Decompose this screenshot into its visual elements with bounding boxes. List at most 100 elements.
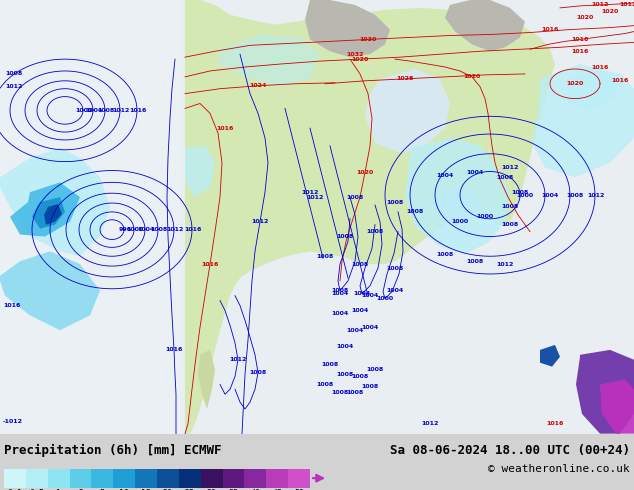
Text: 1008: 1008: [337, 372, 354, 377]
Text: Precipitation (6h) [mm] ECMWF: Precipitation (6h) [mm] ECMWF: [4, 444, 221, 457]
Text: 1004: 1004: [138, 227, 155, 232]
Text: 1008: 1008: [150, 227, 167, 232]
Polygon shape: [305, 0, 390, 57]
Text: 1004: 1004: [541, 193, 559, 197]
Text: 1008: 1008: [316, 382, 333, 387]
Polygon shape: [198, 350, 215, 409]
Text: 1016: 1016: [202, 262, 219, 267]
Bar: [266, 468, 288, 488]
Text: 1012: 1012: [496, 262, 514, 267]
Text: Sa 08-06-2024 18..00 UTC (00+24): Sa 08-06-2024 18..00 UTC (00+24): [390, 444, 630, 457]
Text: 1004: 1004: [361, 293, 378, 298]
Text: 1012: 1012: [592, 2, 609, 7]
Text: 1008: 1008: [332, 288, 349, 293]
Text: 996: 996: [119, 227, 132, 232]
Text: 1008: 1008: [249, 370, 267, 375]
Text: 1008: 1008: [351, 374, 368, 379]
Polygon shape: [445, 0, 525, 51]
Polygon shape: [10, 182, 80, 237]
Text: 1012: 1012: [587, 193, 605, 197]
Text: 1016: 1016: [3, 303, 20, 308]
Bar: [91, 468, 113, 488]
Bar: [70, 468, 91, 488]
Polygon shape: [32, 197, 65, 229]
Polygon shape: [540, 345, 560, 367]
Polygon shape: [0, 0, 180, 434]
Text: 1008: 1008: [512, 190, 529, 195]
Text: 1008: 1008: [332, 390, 349, 395]
Text: 1008: 1008: [98, 108, 115, 113]
Text: 1020: 1020: [566, 81, 584, 86]
Polygon shape: [0, 0, 634, 434]
Text: 1008: 1008: [501, 204, 519, 209]
Text: 1008: 1008: [366, 367, 384, 372]
Text: 1004: 1004: [332, 311, 349, 316]
Text: 1004: 1004: [436, 173, 453, 178]
Bar: [4, 468, 26, 488]
Text: 1008: 1008: [361, 384, 378, 389]
Text: 1020: 1020: [576, 15, 593, 20]
Text: 1012: 1012: [166, 227, 184, 232]
Text: 1016: 1016: [547, 421, 564, 426]
Text: 1016: 1016: [571, 37, 589, 42]
Polygon shape: [44, 204, 62, 225]
Text: 1008: 1008: [366, 229, 384, 234]
Text: 1004: 1004: [353, 291, 371, 296]
Bar: [288, 468, 310, 488]
Text: 1004: 1004: [86, 108, 103, 113]
Text: 1008: 1008: [346, 195, 364, 199]
Text: 1012: 1012: [301, 190, 319, 195]
Text: 1016: 1016: [129, 108, 146, 113]
Polygon shape: [185, 146, 215, 197]
Polygon shape: [260, 306, 400, 399]
Text: 1000: 1000: [517, 193, 534, 197]
Text: 1016: 1016: [216, 125, 234, 131]
Bar: [26, 468, 48, 488]
Text: 1032: 1032: [346, 52, 364, 57]
Bar: [179, 468, 201, 488]
Text: 1008: 1008: [337, 234, 354, 239]
Bar: [135, 468, 157, 488]
Bar: [223, 468, 245, 488]
Text: 1016: 1016: [165, 347, 183, 352]
Text: 1008: 1008: [566, 193, 584, 197]
Text: 1000: 1000: [126, 227, 143, 232]
Bar: [157, 468, 179, 488]
Text: 1016: 1016: [592, 65, 609, 70]
Text: 1008: 1008: [406, 209, 424, 215]
Text: 1000: 1000: [451, 219, 469, 224]
Text: 1000: 1000: [377, 296, 394, 301]
Text: 1016: 1016: [541, 27, 559, 32]
Text: 1012: 1012: [251, 219, 269, 224]
Bar: [48, 468, 70, 488]
Text: 1028: 1028: [396, 76, 414, 81]
Text: 1008: 1008: [5, 72, 22, 76]
Text: 1008: 1008: [316, 254, 333, 259]
Text: 1004: 1004: [351, 308, 368, 313]
Polygon shape: [0, 251, 100, 330]
Text: 1004: 1004: [346, 328, 364, 333]
Text: 1008: 1008: [467, 259, 484, 264]
Text: 1008: 1008: [346, 390, 364, 395]
Polygon shape: [0, 148, 110, 256]
Text: 1000: 1000: [75, 108, 93, 113]
Text: 1012: 1012: [5, 84, 22, 89]
Text: 1016: 1016: [184, 227, 202, 232]
Polygon shape: [405, 138, 510, 254]
Bar: [201, 468, 223, 488]
Text: 1024: 1024: [249, 83, 267, 88]
Text: 1004: 1004: [361, 325, 378, 330]
Polygon shape: [365, 69, 450, 153]
Text: 1004: 1004: [337, 344, 354, 349]
Text: 1020: 1020: [356, 170, 373, 175]
Text: 1012: 1012: [112, 108, 130, 113]
Polygon shape: [600, 379, 634, 434]
Text: 1008: 1008: [351, 262, 368, 267]
Text: 1004: 1004: [386, 288, 404, 293]
Text: 1020: 1020: [602, 9, 619, 14]
Text: 1012: 1012: [619, 2, 634, 7]
Text: 1004: 1004: [467, 170, 484, 175]
Text: -1012: -1012: [3, 419, 23, 424]
Polygon shape: [218, 34, 320, 87]
Text: 1016: 1016: [571, 49, 589, 54]
